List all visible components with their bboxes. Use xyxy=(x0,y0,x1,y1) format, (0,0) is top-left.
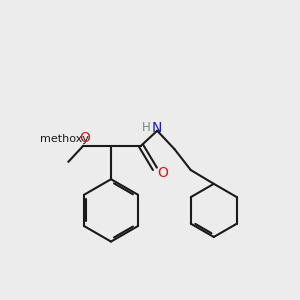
Text: H: H xyxy=(142,121,151,134)
Text: O: O xyxy=(79,130,90,145)
Text: methoxy: methoxy xyxy=(40,134,89,144)
Text: O: O xyxy=(158,167,168,180)
Text: N: N xyxy=(151,121,162,135)
